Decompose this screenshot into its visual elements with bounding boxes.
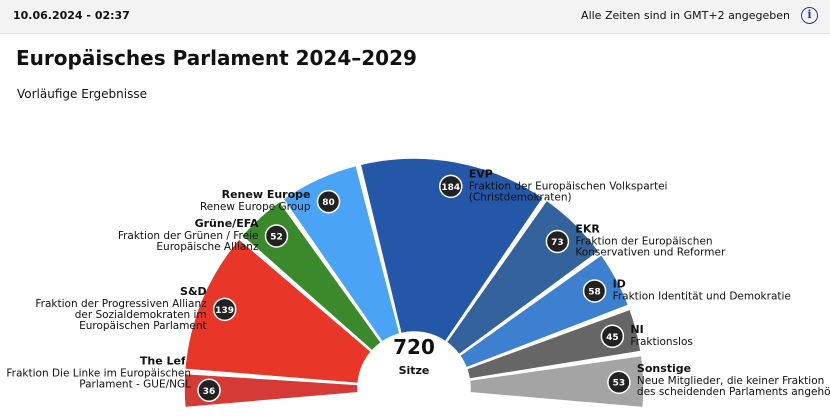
party-name-renew-europe: Renew Europe (222, 188, 311, 201)
party-desc-s-d: der Sozialdemokraten im (75, 309, 207, 321)
party-desc-sonstige: Neue Mitglieder, die keiner Fraktion (637, 375, 824, 387)
seat-segment-ni (465, 308, 642, 380)
party-desc-ekr: Fraktion der Europäischen (575, 236, 712, 248)
top-bar: 10.06.2024 - 02:37 Alle Zeiten sind in G… (0, 0, 830, 34)
party-name-s-d: S&D (180, 285, 207, 298)
party-desc-the-left: Fraktion Die Linke im Europäischen (6, 367, 191, 379)
total-seats: 720 (393, 335, 435, 359)
seat-segment-the-left (183, 372, 360, 409)
page-subtitle: Vorläufige Ergebnisse (17, 87, 147, 101)
party-desc-evp: Fraktion der Europäischen Volkspartei (469, 180, 668, 192)
party-name-sonstige: Sonstige (637, 362, 691, 375)
value-label-the-left: 36 (203, 387, 216, 397)
party-desc-s-d: Europäischen Parlament (79, 320, 207, 332)
seat-segment-renew-europe (281, 164, 401, 344)
party-desc-sonstige: des scheidenden Parlaments angehören (637, 386, 830, 398)
value-badge-ni (600, 324, 625, 349)
value-label-ni: 45 (606, 333, 619, 343)
party-name-ekr: EKR (575, 223, 600, 236)
value-label-ekr: 73 (551, 238, 564, 248)
page-title: Europäisches Parlament 2024–2029 (16, 46, 417, 70)
party-name-gr-ne-efa: Grüne/EFA (195, 217, 259, 230)
party-desc-ekr: Konservativen und Reformer (575, 247, 726, 259)
party-desc-id: Fraktion Identität und Demokratie (613, 290, 791, 302)
seat-segment-evp (359, 157, 545, 343)
value-label-sonstige: 53 (613, 379, 626, 389)
value-badge-the-left (197, 378, 221, 403)
party-desc-s-d: Fraktion der Progressiven Allianz (35, 298, 207, 310)
value-label-s-d: 139 (215, 306, 234, 316)
total-seats-label: Sitze (399, 364, 430, 377)
timestamp: 10.06.2024 - 02:37 (13, 9, 130, 22)
value-badge-ekr (545, 229, 570, 254)
value-label-id: 58 (588, 287, 601, 297)
party-desc-the-left: Parlament - GUE/NGL (79, 378, 191, 390)
value-badge-sonstige (607, 370, 631, 394)
seat-segment-sonstige (468, 354, 645, 409)
value-label-gr-ne-efa: 52 (270, 232, 283, 242)
party-name-id: ID (613, 277, 626, 290)
party-name-evp: EVP (469, 167, 493, 180)
value-label-renew-europe: 80 (322, 198, 335, 208)
party-name-ni: NI (630, 323, 643, 336)
value-badge-id (582, 279, 607, 303)
seat-segment-s-d (183, 237, 373, 385)
timezone-note: Alle Zeiten sind in GMT+2 angegeben (581, 9, 790, 22)
value-badge-gr-ne-efa (264, 224, 289, 248)
party-desc-gr-ne-efa: Europäische Allianz (156, 241, 259, 253)
party-name-the-left: The Left (140, 354, 191, 367)
party-desc-ni: Fraktionslos (630, 336, 693, 348)
value-label-evp: 184 (441, 183, 460, 193)
value-badge-renew-europe (316, 189, 341, 214)
party-desc-renew-europe: Renew Europe Group (200, 201, 311, 213)
party-desc-evp: (Christdemokraten) (469, 191, 572, 203)
info-icon[interactable]: i (801, 7, 818, 24)
party-desc-gr-ne-efa: Fraktion der Grünen / Freie (118, 230, 259, 242)
value-badge-s-d (212, 297, 237, 322)
value-badge-evp (439, 174, 463, 199)
